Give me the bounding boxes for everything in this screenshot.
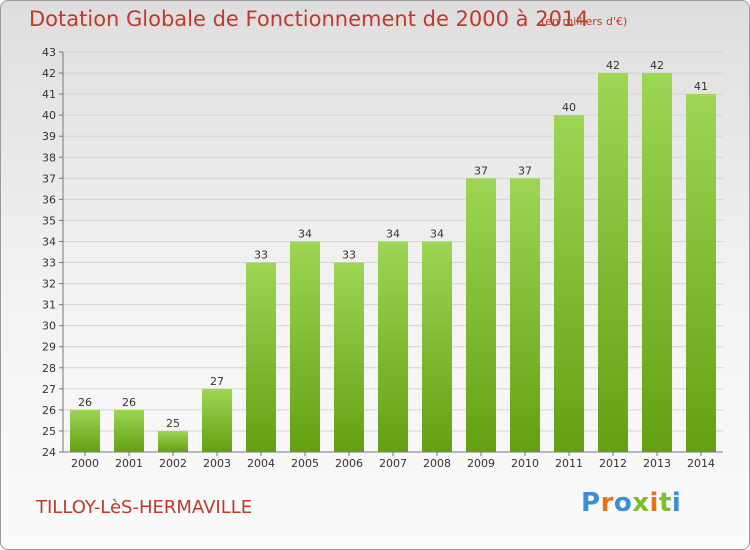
brand-letter: i <box>649 488 659 518</box>
y-tick-label: 28 <box>42 362 56 375</box>
proxiti-logo: Proxiti <box>581 488 681 518</box>
y-tick-label: 40 <box>42 109 56 122</box>
bar <box>378 241 408 452</box>
commune-name: TILLOY-LèS-HERMAVILLE <box>36 497 253 518</box>
y-tick-label: 31 <box>42 299 56 312</box>
bar <box>510 178 540 452</box>
x-tick-label: 2005 <box>291 457 319 470</box>
bar <box>290 241 320 452</box>
data-label: 41 <box>694 80 708 93</box>
data-label: 42 <box>606 59 620 72</box>
x-tick-label: 2000 <box>71 457 99 470</box>
brand-letter: x <box>632 488 650 518</box>
data-label: 33 <box>254 249 268 262</box>
data-label: 25 <box>166 417 180 430</box>
y-tick-label: 26 <box>42 404 56 417</box>
data-label: 26 <box>122 396 136 409</box>
y-tick-label: 42 <box>42 67 56 80</box>
y-tick-label: 25 <box>42 425 56 438</box>
x-tick-label: 2009 <box>467 457 495 470</box>
x-tick-label: 2014 <box>687 457 715 470</box>
y-tick-label: 37 <box>42 172 56 185</box>
y-tick-label: 39 <box>42 130 56 143</box>
bar <box>554 115 584 452</box>
x-tick-label: 2003 <box>203 457 231 470</box>
brand-letter: r <box>600 488 614 518</box>
x-tick-label: 2004 <box>247 457 275 470</box>
x-tick-label: 2008 <box>423 457 451 470</box>
data-label: 27 <box>210 375 224 388</box>
y-tick-label: 35 <box>42 214 56 227</box>
data-label: 34 <box>298 227 312 240</box>
y-tick-label: 41 <box>42 88 56 101</box>
y-tick-label: 38 <box>42 151 56 164</box>
y-tick-label: 32 <box>42 278 56 291</box>
bar <box>642 73 672 452</box>
y-tick-label: 36 <box>42 193 56 206</box>
data-label: 34 <box>386 227 400 240</box>
chart-title: Dotation Globale de Fonctionnement de 20… <box>29 7 589 31</box>
y-tick-label: 34 <box>42 235 56 248</box>
data-labels: 26 26 25 27 33 34 33 34 34 37 37 40 42 42 41 <box>78 59 708 430</box>
x-tick-label: 2012 <box>599 457 627 470</box>
bars <box>70 73 716 453</box>
y-tick-label: 43 <box>42 46 56 59</box>
data-label: 40 <box>562 101 576 114</box>
bar <box>114 409 144 452</box>
brand-letter: i <box>671 488 682 518</box>
data-label: 42 <box>650 59 664 72</box>
bar <box>70 409 100 452</box>
x-tick-label: 2007 <box>379 457 407 470</box>
bar <box>422 241 452 452</box>
y-tick-label: 30 <box>42 320 56 333</box>
x-tick-label: 2013 <box>643 457 671 470</box>
brand-letter: t <box>658 488 672 518</box>
bar <box>686 94 716 453</box>
bar <box>158 430 188 452</box>
y-tick-label: 29 <box>42 341 56 354</box>
x-tick-label: 2010 <box>511 457 539 470</box>
bar <box>466 178 496 452</box>
bar <box>202 388 232 452</box>
bar <box>246 262 276 452</box>
bar <box>598 73 628 452</box>
x-tick-label: 2011 <box>555 457 583 470</box>
y-tick-label: 33 <box>42 257 56 270</box>
data-label: 26 <box>78 396 92 409</box>
brand-letter: o <box>613 488 633 518</box>
data-label: 37 <box>518 164 532 177</box>
data-label: 34 <box>430 227 444 240</box>
brand-letter: P <box>581 488 601 518</box>
unit-note: (en milliers d'€) <box>541 15 628 28</box>
data-label: 37 <box>474 164 488 177</box>
x-tick-label: 2006 <box>335 457 363 470</box>
bar <box>334 262 364 452</box>
y-tick-label: 27 <box>42 383 56 396</box>
x-tick-label: 2002 <box>159 457 187 470</box>
x-tick-label: 2001 <box>115 457 143 470</box>
y-tick-label: 24 <box>42 446 56 459</box>
data-label: 33 <box>342 249 356 262</box>
